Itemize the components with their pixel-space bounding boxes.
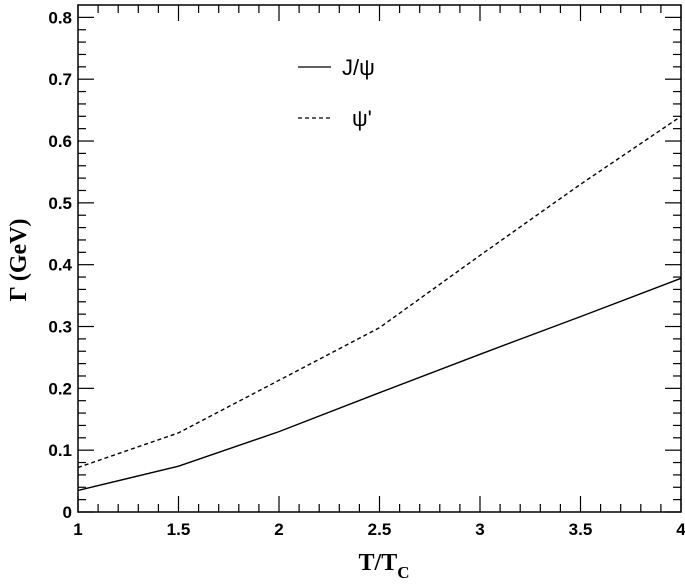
y-tick-label: 0.8 [48,8,72,27]
legend-label-jpsi: J/ψ [342,55,375,80]
y-tick-label: 0.7 [48,70,72,89]
series-line-psiprime [77,115,682,469]
y-axis-title: Γ (GeV) [6,218,32,301]
x-axis-title: T/TC [359,550,410,582]
x-tick-label: 3 [475,520,484,539]
series-layer [77,115,682,492]
y-axis-ticks: 0 0.1 0.2 0.3 0.4 0.5 0.6 0.7 0.8 [48,8,681,522]
plot-frame [77,4,682,513]
x-tick-label: 2.5 [368,520,392,539]
x-tick-label: 2 [274,520,283,539]
y-tick-label: 0.6 [48,132,72,151]
y-tick-label: 0.2 [48,379,72,398]
y-tick-label: 0.4 [48,256,72,275]
x-axis-ticks: 1 1.5 2 2.5 3 3.5 4 [73,5,685,539]
x-tick-label: 4 [676,520,685,539]
x-axis-title-main: T/T [359,550,398,576]
legend: J/ψ ψ' [298,55,375,131]
y-tick-label: 0 [63,503,72,522]
series-line-jpsi [77,277,682,492]
legend-label-psiprime: ψ' [352,106,372,131]
x-tick-label: 1.5 [167,520,191,539]
x-tick-label: 1 [73,520,82,539]
y-tick-label: 0.1 [48,441,72,460]
x-tick-label: 3.5 [569,520,593,539]
y-tick-label: 0.5 [48,194,72,213]
y-tick-label: 0.3 [48,318,72,337]
x-axis-title-subscript: C [397,563,409,582]
